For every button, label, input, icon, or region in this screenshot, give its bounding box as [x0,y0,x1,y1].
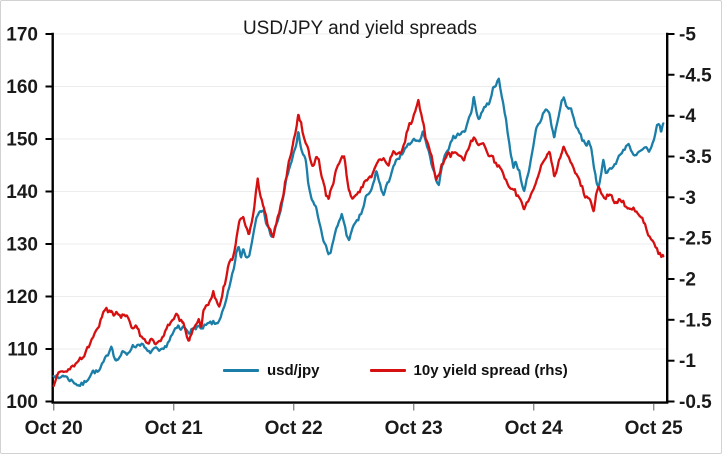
legend-item-usdjpy: usd/jpy [223,362,320,379]
left-axis-tick-label: 120 [6,287,38,308]
x-axis-tick-label: Oct 25 [625,418,684,439]
left-axis-tick-label: 150 [6,130,38,151]
x-axis-tick-label: Oct 22 [265,418,323,439]
left-axis-tick-label: 160 [6,77,38,98]
legend-line-swatch-yield-spread [369,368,406,373]
series-line-usdjpy [52,77,665,388]
series-line-yield-spread [52,98,665,388]
left-axis-tick-label: 170 [6,25,38,46]
right-axis-tick-label: -1.5 [679,310,712,331]
legend-item-yield-spread: 10y yield spread (rhs) [369,362,568,379]
right-axis-tick-label: -2 [679,270,696,291]
right-axis-tick-label: -2.5 [679,229,712,250]
left-axis-tick-label: 100 [6,392,38,413]
x-axis-tick-label: Oct 23 [385,418,443,439]
left-axis-tick-label: 110 [7,340,38,361]
right-axis-tick-label: -3 [679,188,696,209]
right-axis-tick-label: -4 [679,106,696,127]
legend-line-swatch-usdjpy [223,368,259,373]
x-axis-tick-label: Oct 21 [145,418,204,439]
left-axis-tick-label: 140 [6,182,38,203]
right-axis-tick-label: -1 [679,351,696,372]
legend-label-usdjpy: usd/jpy [267,362,320,379]
legend: usd/jpy 10y yield spread (rhs) [223,362,568,379]
x-axis-tick-label: Oct 24 [505,418,564,439]
legend-label-yield-spread: 10y yield spread (rhs) [413,362,568,379]
right-axis-tick-label: -5 [679,25,696,46]
chart-title: USD/JPY and yield spreads [242,18,478,39]
right-axis-tick-label: -4.5 [679,65,712,86]
left-axis-tick-label: 130 [6,235,38,256]
right-axis-tick-label: -0.5 [679,392,712,413]
x-axis-tick-label: Oct 20 [25,418,83,439]
right-axis-tick-label: -3.5 [679,147,712,168]
